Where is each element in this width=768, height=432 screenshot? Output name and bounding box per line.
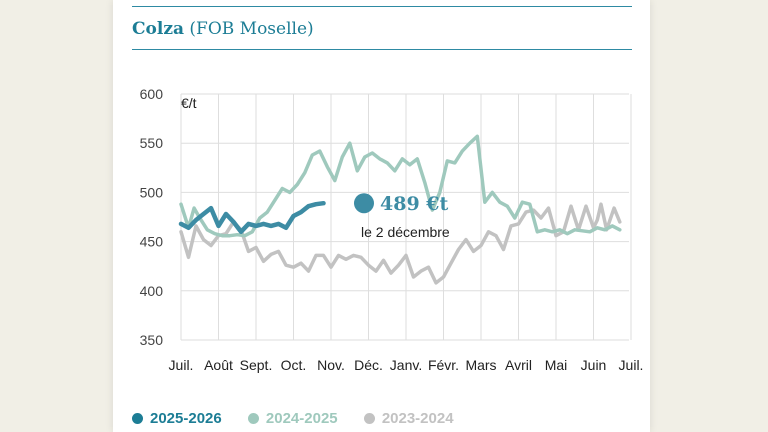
title-main: Colza xyxy=(132,19,184,39)
current-value-label: 489 €t xyxy=(380,193,448,215)
x-tick-label: Mars xyxy=(465,357,496,373)
x-tick-label: Nov. xyxy=(317,357,345,373)
x-tick-label: Août xyxy=(204,357,233,373)
current-date-label: le 2 décembre xyxy=(361,224,450,240)
legend-label: 2023-2024 xyxy=(381,410,454,427)
legend-label: 2025-2026 xyxy=(150,410,222,427)
legend-item-2024-2025: 2024-2025 xyxy=(247,410,338,427)
series-line-2024-2025 xyxy=(179,134,622,238)
chart-card: Colza (FOB Moselle) 350 400 450 500 550 600 €/… xyxy=(113,0,650,432)
x-tick-label: Déc. xyxy=(354,357,383,373)
x-tick-label: Févr. xyxy=(428,357,459,373)
x-tick-label: Oct. xyxy=(281,357,307,373)
title-sub: (FOB Moselle) xyxy=(189,19,314,39)
legend: 2025-2026 2024-2025 2023-2024 xyxy=(132,410,476,428)
x-tick-label: Juil. xyxy=(619,357,644,373)
legend-dot-icon xyxy=(247,413,259,424)
legend-dot-icon xyxy=(363,413,375,424)
x-tick-label: Juil. xyxy=(169,357,194,373)
chart-title: Colza (FOB Moselle) xyxy=(132,19,314,39)
y-tick-label: 550 xyxy=(140,135,164,151)
series-line-2025-2026 xyxy=(178,200,326,235)
line-chart: 350 400 450 500 550 600 €/t Juil. Août Sept. Oct. N… xyxy=(140,86,644,373)
x-tick-label: Avril xyxy=(505,357,532,373)
unit-label: €/t xyxy=(181,95,197,111)
x-tick-label: Janv. xyxy=(390,357,422,373)
legend-item-2025-2026: 2025-2026 xyxy=(132,410,222,427)
current-value-marker xyxy=(354,193,374,214)
series-line-2023-2024 xyxy=(179,202,622,285)
legend-label: 2024-2025 xyxy=(265,410,338,427)
legend-dot-icon xyxy=(132,413,143,424)
title-rule xyxy=(132,49,632,50)
top-rule xyxy=(132,6,632,7)
x-tick-label: Mai xyxy=(545,357,568,373)
x-tick-label: Sept. xyxy=(240,357,273,373)
x-tick-label: Juin xyxy=(581,357,607,373)
y-tick-label: 500 xyxy=(140,184,164,200)
legend-item-2023-2024: 2023-2024 xyxy=(363,410,454,427)
y-tick-label: 450 xyxy=(140,234,164,250)
y-tick-label: 400 xyxy=(140,283,164,299)
y-tick-label: 350 xyxy=(140,332,164,348)
y-tick-label: 600 xyxy=(140,86,164,102)
